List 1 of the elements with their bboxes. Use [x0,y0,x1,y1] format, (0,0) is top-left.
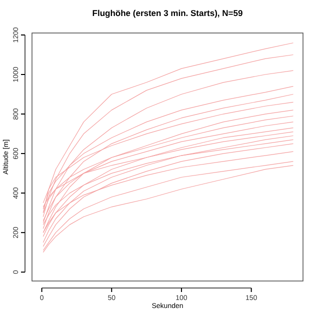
chart-title: Flughöhe (ersten 3 min. Starts), N=59 [92,8,243,18]
